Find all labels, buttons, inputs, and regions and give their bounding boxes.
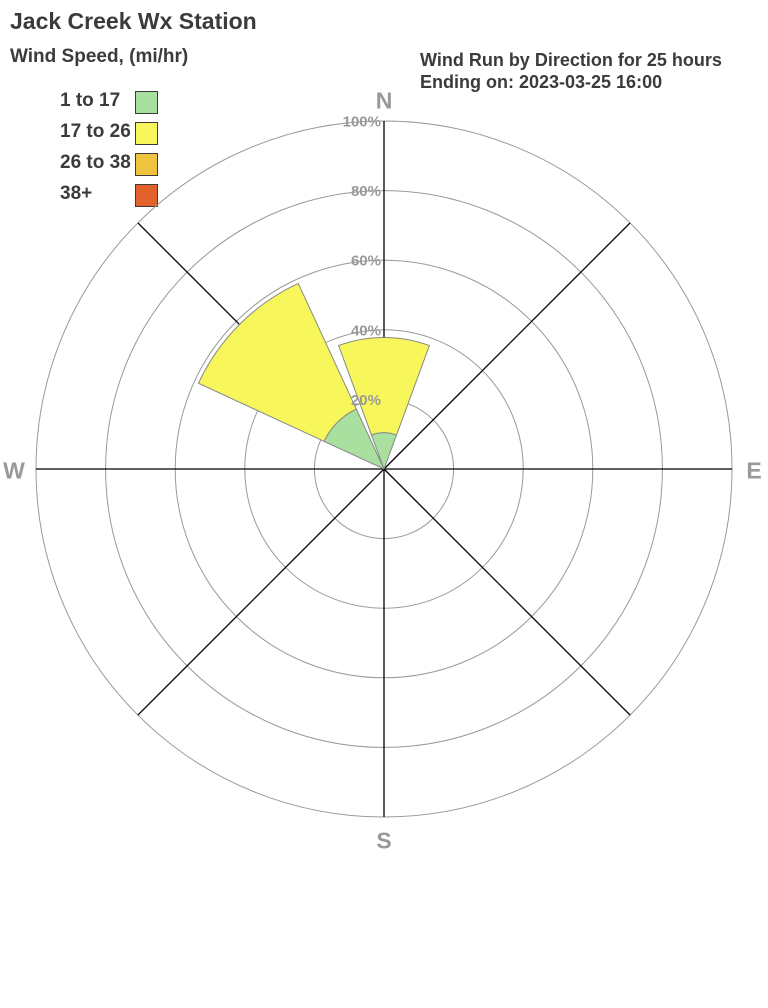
svg-text:N: N xyxy=(376,87,393,113)
svg-text:W: W xyxy=(3,457,25,483)
svg-text:100%: 100% xyxy=(343,114,381,131)
svg-text:60%: 60% xyxy=(351,253,381,270)
svg-text:80%: 80% xyxy=(351,183,381,200)
svg-text:20%: 20% xyxy=(351,392,381,409)
svg-text:S: S xyxy=(376,827,391,853)
svg-text:40%: 40% xyxy=(351,322,381,339)
svg-text:E: E xyxy=(746,457,761,483)
